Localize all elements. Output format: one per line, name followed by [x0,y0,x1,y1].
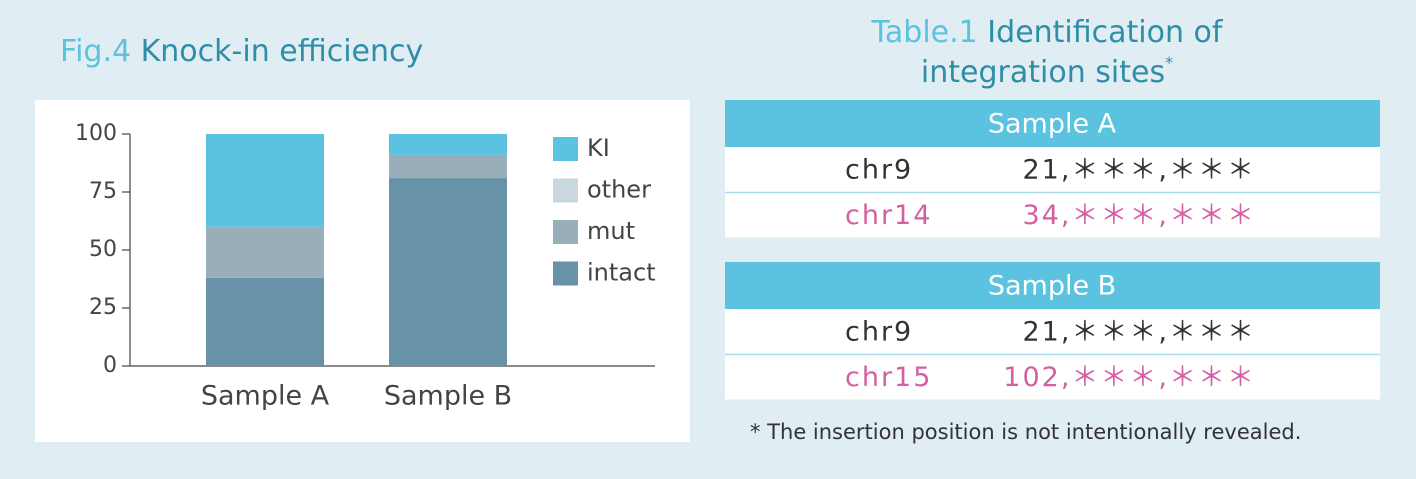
figure-label: Fig.4 [60,34,131,69]
bar-segment [206,134,324,227]
bar-segment [389,178,507,366]
table-cell: chr9 [845,317,913,348]
section-header-bg [725,100,1380,147]
table-cell: 102,＊＊＊,＊＊＊ [1003,362,1256,393]
table-row-bg [725,309,1380,354]
y-tick-label: 0 [103,353,117,378]
section-header: Sample A [988,109,1117,140]
legend-label: mut [587,217,635,245]
legend-swatch [553,178,578,203]
legend-swatch [553,261,578,286]
section-header: Sample B [988,271,1116,302]
table-label: Table.1 [871,15,978,50]
bar-segment [206,277,324,366]
table-title: Table.1 Identification of [871,15,1224,50]
bar-segment [389,154,507,179]
footnote: * The insertion position is not intentio… [750,420,1301,444]
table-title-line: Identification of [987,15,1224,50]
table-cell: 21,＊＊＊,＊＊＊ [1022,317,1256,348]
chart-title: Fig.4 Knock-in efficiency [60,34,423,69]
table-title: integration sites* [921,53,1173,90]
title-mark: * [1165,53,1173,72]
y-tick-label: 50 [89,237,117,262]
legend-label: intact [587,259,656,287]
legend-swatch [553,137,578,161]
x-tick-label: Sample A [201,381,330,412]
x-tick-label: Sample B [384,381,512,412]
table-cell: chr15 [845,362,932,393]
section-header-bg [725,262,1380,309]
table-title-line: integration sites [921,55,1165,90]
chart-panel [35,100,690,442]
y-tick-label: 100 [75,121,117,146]
table-row-bg [725,147,1380,192]
bar-segment [206,226,324,278]
bar-segment [389,134,507,155]
table-cell: chr9 [845,155,913,186]
y-tick-label: 25 [89,295,117,320]
table-cell: chr14 [845,200,932,231]
table: Sample A chr9 21,＊＊＊,＊＊＊ chr14 34,＊＊＊,＊＊＊ Sam… [725,100,1380,400]
legend-swatch [553,220,578,244]
table-cell: 34,＊＊＊,＊＊＊ [1022,200,1256,231]
table-cell: 21,＊＊＊,＊＊＊ [1022,155,1256,186]
legend-label: other [587,176,651,204]
y-tick-label: 75 [89,179,117,204]
legend-label: KI [587,134,610,162]
table-row-bg [725,354,1380,400]
title: Knock-in efficiency [141,34,424,69]
table-row-bg [725,192,1380,238]
